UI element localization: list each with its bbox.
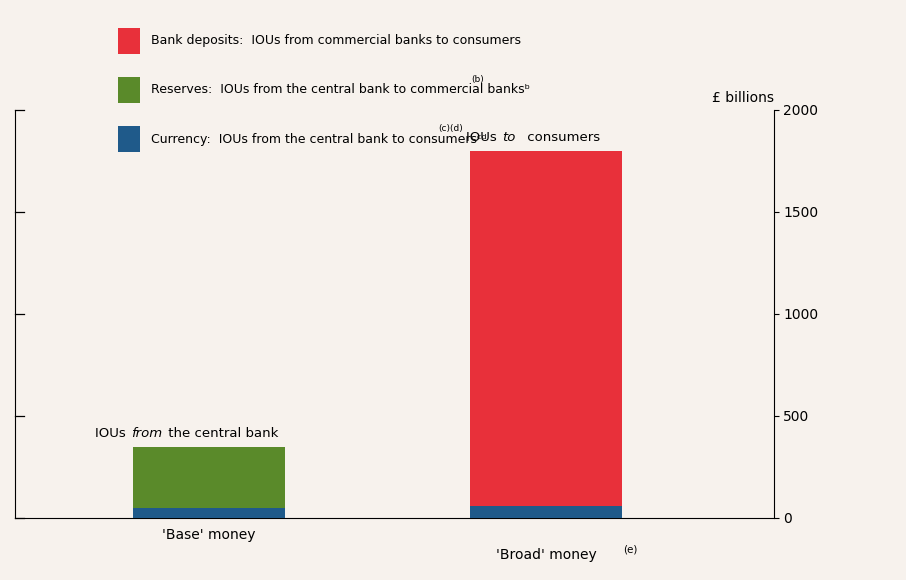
Text: £ billions: £ billions (712, 91, 774, 105)
Text: (e): (e) (623, 545, 638, 554)
Text: IOUs: IOUs (95, 427, 130, 440)
Bar (470, 151, 622, 506)
Text: consumers: consumers (524, 132, 601, 144)
Bar (470, 506, 622, 518)
Text: IOUs: IOUs (466, 132, 501, 144)
Text: 'Broad' money: 'Broad' money (496, 548, 596, 562)
Text: (c)(d): (c)(d) (439, 124, 463, 133)
Bar (133, 508, 284, 518)
Text: (b): (b) (471, 75, 484, 84)
Text: from: from (131, 427, 162, 440)
Text: Currency:  IOUs from the central bank to consumersᶜᵈ: Currency: IOUs from the central bank to … (151, 133, 487, 146)
Text: Reserves:  IOUs from the central bank to commercial banksᵇ: Reserves: IOUs from the central bank to … (151, 84, 530, 96)
Text: to: to (502, 132, 516, 144)
Text: the central bank: the central bank (164, 427, 278, 440)
Bar (133, 447, 284, 508)
Text: Bank deposits:  IOUs from commercial banks to consumers: Bank deposits: IOUs from commercial bank… (151, 34, 521, 47)
